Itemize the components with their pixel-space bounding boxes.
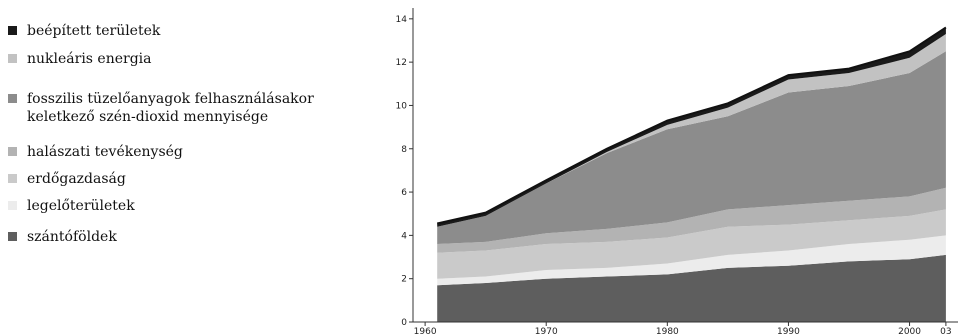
area-series-3 bbox=[437, 187, 946, 253]
area-series-4 bbox=[437, 51, 946, 244]
legend-swatch bbox=[8, 54, 17, 63]
legend-item-nuclear: nukleáris energia bbox=[8, 50, 152, 68]
x-tick-label: 2000 bbox=[898, 327, 921, 335]
legend-swatch bbox=[8, 232, 17, 241]
x-tick-label: 1960 bbox=[414, 327, 437, 335]
legend-swatch bbox=[8, 147, 17, 156]
area-series-2 bbox=[437, 209, 946, 279]
y-tick-label: 2 bbox=[401, 275, 407, 285]
legend-swatch bbox=[8, 94, 17, 103]
area-series-5 bbox=[437, 34, 946, 227]
area-series-0 bbox=[437, 254, 946, 322]
legend-label: legelőterületek bbox=[27, 198, 135, 214]
legend-label: fosszilis tüzelőanyagok felhasználásakor… bbox=[27, 91, 314, 125]
legend-label: beépített területek bbox=[27, 23, 161, 39]
legend-item-fossil-co2: fosszilis tüzelőanyagok felhasználásakor… bbox=[8, 90, 314, 126]
y-tick-label: 10 bbox=[396, 101, 408, 111]
legend-swatch bbox=[8, 201, 17, 210]
legend-item-forestry: erdőgazdaság bbox=[8, 170, 126, 188]
y-tick-label: 8 bbox=[401, 145, 407, 155]
legend-swatch bbox=[8, 174, 17, 183]
y-tick-label: 6 bbox=[401, 188, 407, 198]
legend-label: erdőgazdaság bbox=[27, 171, 126, 187]
total-outline bbox=[436, 26, 947, 225]
legend-label: nukleáris energia bbox=[27, 51, 152, 67]
legend-swatch bbox=[8, 26, 17, 35]
x-tick-label: 03 bbox=[940, 327, 951, 335]
x-tick-label: 1990 bbox=[777, 327, 800, 335]
legend-label: szántóföldek bbox=[27, 229, 117, 245]
x-tick-label: 1980 bbox=[656, 327, 679, 335]
y-tick-label: 0 bbox=[401, 318, 407, 328]
legend-label: halászati tevékenység bbox=[27, 144, 183, 160]
x-tick-label: 1970 bbox=[535, 327, 558, 335]
legend-item-cropland: szántóföldek bbox=[8, 228, 117, 246]
legend-item-fishing: halászati tevékenység bbox=[8, 143, 183, 161]
legend-item-built-up: beépített területek bbox=[8, 22, 160, 40]
y-tick-label: 12 bbox=[396, 58, 407, 68]
y-tick-label: 4 bbox=[401, 231, 407, 241]
area-series-1 bbox=[437, 235, 946, 286]
y-tick-label: 14 bbox=[396, 15, 408, 25]
legend-item-grazing: legelőterületek bbox=[8, 197, 135, 215]
